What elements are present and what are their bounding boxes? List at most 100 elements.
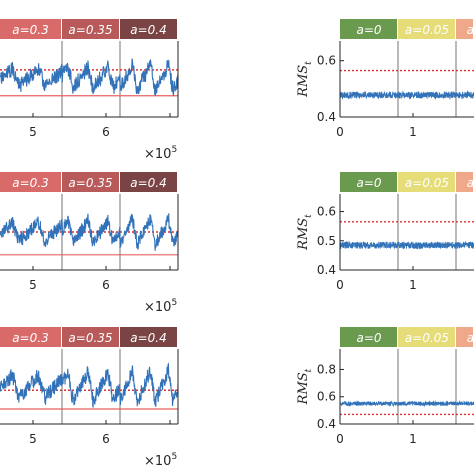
series-line [339,90,474,101]
x-tick-label: 1 [409,432,417,446]
y-tick-label: 0.4 [317,110,336,124]
x-tick-label: 6 [102,432,110,446]
segment-tag: a=0.05 [398,19,455,39]
segment-tag-box [0,172,61,192]
segment-tag-label: a=0 [356,331,381,345]
x-tick-label: 0 [336,278,344,292]
segment-tag-box [0,19,61,39]
x-exponent-label: ×105 [144,145,177,162]
x-exponent-base: ×10 [144,454,171,469]
y-axis-label: RMSt [296,61,314,98]
y-axis-label-sub: t [304,368,314,372]
segment-tag-box [456,327,473,347]
segment-tag-box [340,172,397,192]
y-tick-label: 0.4 [317,263,336,277]
segment-tag-box [398,19,455,39]
y-axis-label: RMSt [296,214,314,251]
segment-tag-box [398,327,455,347]
segment-tag-box [456,19,473,39]
segment-tag-label: a=0.3 [12,23,49,37]
x-tick-label: 6 [102,125,110,139]
series-line [0,58,179,97]
series-line [0,213,179,251]
x-tick-label: 5 [29,125,37,139]
x-tick-label: 0 [336,432,344,446]
segment-tag-label: a=0 [356,23,381,37]
x-exponent-label: ×105 [144,452,177,469]
segment-tag: a=0.4 [120,19,177,39]
segment-tag-label: a=0.3 [12,331,49,345]
x-exponent-label: ×105 [144,298,177,315]
x-tick-label: 5 [29,278,37,292]
y-tick-label: 0.4 [317,417,336,431]
x-exponent-power: 5 [171,452,177,462]
y-tick-label: 0.6 [317,54,336,68]
segment-tag-box [0,327,61,347]
segment-tag-label: a=0.05 [405,23,449,37]
series-line [339,240,474,250]
segment-tag: a=0.3 [0,172,61,192]
segment-tag-box [62,327,119,347]
segment-tag: a=0.1 [456,327,474,347]
y-axis-label-sub: t [304,61,314,65]
segment-tag: a=0.05 [398,327,455,347]
y-axis-label-main: RMS [296,218,311,251]
x-exponent-power: 5 [171,145,177,155]
right-panel-3: a=0 a=0.05 a=0.1 0.4 0.6 0.8 0 1 RMSt [296,327,474,446]
segment-tag-label: a=0.1 [467,331,474,345]
segment-tag-label: a=0.4 [130,176,167,190]
segment-tag-box [120,327,177,347]
segment-tag-label: a=0.3 [12,176,49,190]
segment-tag-box [340,327,397,347]
segment-tag-label: a=0.1 [467,23,474,37]
segment-tag-box [120,19,177,39]
segment-tag: a=0 [340,172,397,192]
x-tick-label: 5 [29,432,37,446]
segment-tag: a=0.3 [0,19,61,39]
segment-tag-label: a=0.35 [68,23,112,37]
segment-tag: a=0 [340,19,397,39]
segment-tag: a=0.35 [62,172,119,192]
segment-tag-label: a=0.05 [405,176,449,190]
segment-tag-box [398,172,455,192]
segment-tag-box [62,19,119,39]
y-axis-label-main: RMS [296,65,311,98]
segment-tag: a=0.4 [120,327,177,347]
x-exponent-base: ×10 [144,147,171,162]
segment-tag-label: a=0.35 [68,176,112,190]
x-exponent-power: 5 [171,298,177,308]
y-tick-label: 0.5 [317,234,336,248]
segment-tag: a=0.35 [62,19,119,39]
y-axis-label-sub: t [304,214,314,218]
y-tick-label: 0.8 [317,362,336,376]
x-tick-label: 6 [102,278,110,292]
segment-tag-label: a=0 [356,176,381,190]
segment-tag-label: a=0.35 [68,331,112,345]
segment-tag-box [62,172,119,192]
y-axis-label-main: RMS [296,372,311,405]
segment-tag-label: a=0.4 [130,331,167,345]
left-panel-3: a=0.3 a=0.35 a=0.45 6×105 [0,327,179,469]
segment-tag: a=0.3 [0,327,61,347]
segment-tag-label: a=0.1 [467,176,474,190]
segment-tag: a=0.05 [398,172,455,192]
right-panel-2: a=0 a=0.05 a=0.1 0.4 0.5 0.6 0 1 RMSt [296,172,474,292]
segment-tag-box [340,19,397,39]
segment-tag: a=0.1 [456,172,474,192]
segment-tag: a=0.35 [62,327,119,347]
segment-tag: a=0 [340,327,397,347]
segment-tag-box [456,172,473,192]
segment-tag-label: a=0.05 [405,331,449,345]
y-tick-label: 0.6 [317,205,336,219]
segment-tag-label: a=0.4 [130,23,167,37]
y-axis-label: RMSt [296,368,314,405]
y-tick-label: 0.6 [317,390,336,404]
left-panel-2: a=0.3 a=0.35 a=0.4 5 6 ×105 [0,172,179,315]
right-panel-1: a=0 a=0.05 a=0.1 0.4 0.6 0 1 RMSt [296,19,474,139]
series-line [339,399,474,408]
segment-tag: a=0.1 [456,19,474,39]
left-panel-1: a=0.3 a=0.35 a=0.45 6×105 [0,19,179,162]
segment-tag: a=0.4 [120,172,177,192]
x-tick-label: 0 [336,125,344,139]
